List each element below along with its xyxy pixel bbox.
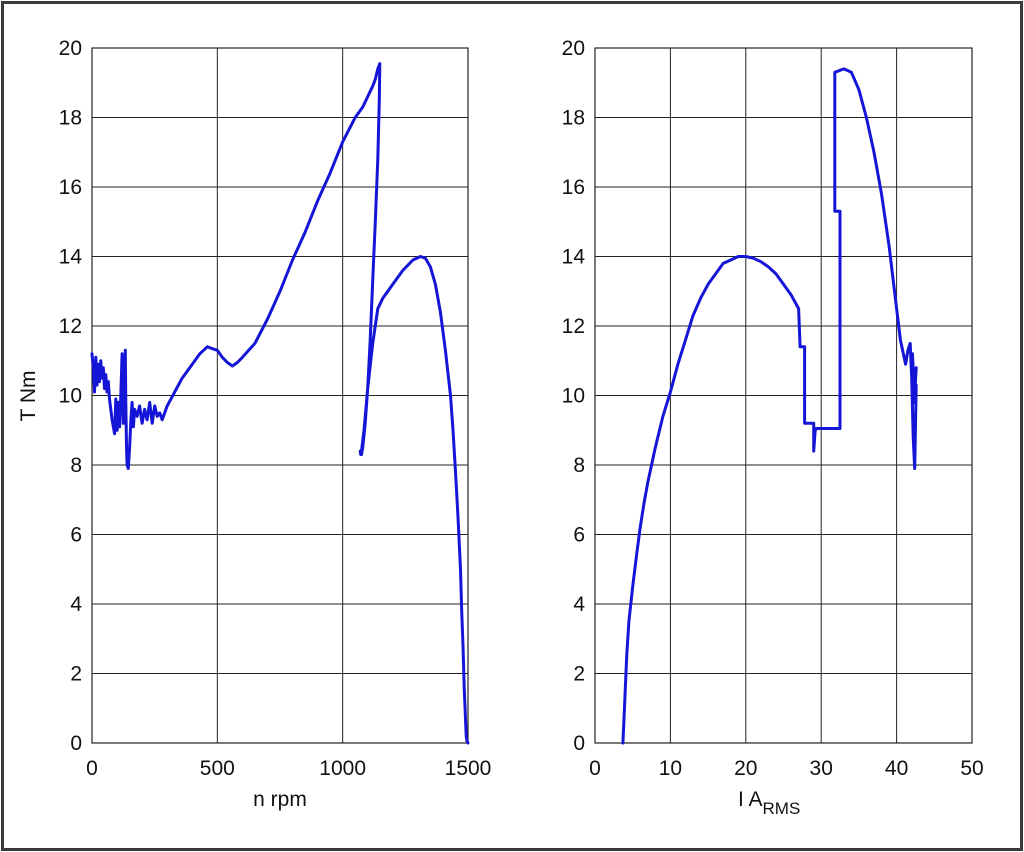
right-x-axis-label-subscript: RMS [763, 799, 801, 818]
right-y-tick-label: 8 [573, 454, 585, 477]
left-x-tick-label: 1500 [445, 757, 492, 780]
right-x-tick-label: 50 [960, 757, 983, 780]
left-y-tick-label: 8 [70, 454, 82, 477]
right-x-tick-label: 30 [810, 757, 833, 780]
left-y-axis-label: T Nm [17, 371, 40, 422]
chart-left: 0 500 1000 1500 0 2 4 6 8 10 12 14 16 18 20 n rpm T Nm [17, 37, 491, 811]
left-y-tick-label: 10 [59, 385, 82, 408]
right-y-tick-label: 16 [562, 176, 585, 199]
left-y-tick-label: 14 [59, 246, 83, 269]
left-x-tick-label: 1000 [319, 757, 366, 780]
left-y-tick-label: 12 [59, 315, 82, 338]
left-tick-labels: 0 500 1000 1500 0 2 4 6 8 10 12 14 16 18 20 [59, 37, 492, 780]
right-tick-labels: 0 10 20 30 40 50 0 2 4 6 8 10 12 14 16 18 20 [562, 37, 984, 780]
left-y-tick-label: 20 [59, 37, 82, 60]
left-x-axis-label: n rpm [253, 788, 307, 811]
right-y-tick-label: 4 [573, 593, 585, 616]
left-y-tick-label: 4 [70, 593, 82, 616]
right-x-tick-label: 0 [589, 757, 601, 780]
right-y-tick-label: 18 [562, 107, 585, 130]
left-y-tick-label: 6 [70, 524, 82, 547]
left-y-tick-label: 2 [70, 663, 82, 686]
right-plot-area [594, 47, 973, 744]
left-plot-area [91, 47, 469, 744]
left-gridlines [91, 47, 469, 744]
right-y-tick-label: 12 [562, 315, 585, 338]
right-y-tick-label: 0 [573, 732, 585, 755]
left-y-tick-label: 16 [59, 176, 82, 199]
right-y-tick-label: 20 [562, 37, 585, 60]
right-x-tick-label: 10 [659, 757, 682, 780]
right-x-tick-label: 20 [734, 757, 757, 780]
right-series-line [621, 67, 918, 745]
left-y-tick-label: 18 [59, 107, 82, 130]
chart-right: 0 10 20 30 40 50 0 2 4 6 8 10 12 14 16 18 20 I ARMS [562, 37, 984, 818]
left-x-tick-label: 500 [200, 757, 235, 780]
left-series-line [90, 62, 470, 745]
left-x-tick-label: 0 [86, 757, 98, 780]
right-y-tick-label: 6 [573, 524, 585, 547]
right-x-tick-label: 40 [885, 757, 908, 780]
left-y-tick-label: 0 [70, 732, 82, 755]
right-y-tick-label: 2 [573, 663, 585, 686]
right-y-tick-label: 10 [562, 385, 585, 408]
right-x-axis-label: I ARMS [738, 788, 800, 818]
right-x-axis-label-main: I A [738, 788, 763, 811]
right-y-tick-label: 14 [562, 246, 586, 269]
